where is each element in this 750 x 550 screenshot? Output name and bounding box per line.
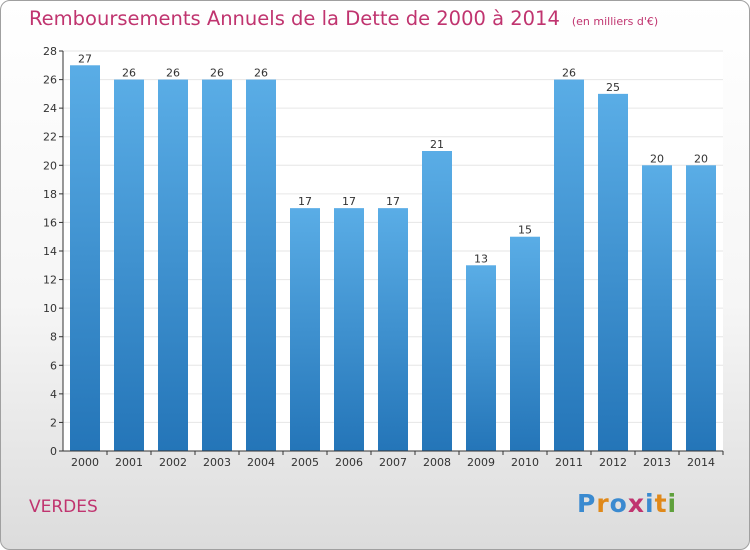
y-tick-label: 22 <box>43 131 57 144</box>
data-label: 27 <box>78 52 92 65</box>
data-label: 17 <box>386 195 400 208</box>
bar <box>642 165 672 452</box>
x-tick-label: 2003 <box>203 456 231 469</box>
y-tick-label: 26 <box>43 74 57 87</box>
data-label: 21 <box>430 138 444 151</box>
bar <box>158 79 188 452</box>
bar <box>378 208 408 451</box>
data-label: 26 <box>210 67 224 80</box>
data-label: 20 <box>694 152 708 165</box>
data-label: 20 <box>650 152 664 165</box>
bar <box>686 165 716 452</box>
x-tick-label: 2013 <box>643 456 671 469</box>
logo-letter: r <box>596 489 610 518</box>
chart-subtitle: (en milliers d'€) <box>571 15 659 28</box>
y-tick-label: 20 <box>43 159 57 172</box>
title-block: Remboursements Annuels de la Dette de 20… <box>29 7 658 30</box>
y-tick-label: 4 <box>50 388 57 401</box>
place-name: VERDES <box>29 497 98 517</box>
data-label: 25 <box>606 81 620 94</box>
bar <box>510 236 540 451</box>
y-tick-label: 6 <box>50 359 57 372</box>
logo-letter: o <box>609 489 628 518</box>
x-tick-label: 2006 <box>335 456 363 469</box>
data-label: 17 <box>342 195 356 208</box>
data-label: 26 <box>122 67 136 80</box>
x-tick-label: 2012 <box>599 456 627 469</box>
data-label: 26 <box>562 67 576 80</box>
data-label: 26 <box>166 67 180 80</box>
y-tick-label: 10 <box>43 302 57 315</box>
y-tick-label: 2 <box>50 416 57 429</box>
bar <box>422 151 452 451</box>
chart-title: Remboursements Annuels de la Dette de 20… <box>29 7 560 30</box>
x-tick-label: 2010 <box>511 456 539 469</box>
y-tick-label: 16 <box>43 216 57 229</box>
data-label: 26 <box>254 67 268 80</box>
bar <box>202 79 232 452</box>
logo-letter: t <box>654 489 668 518</box>
logo-letter: x <box>627 489 645 518</box>
y-tick-label: 14 <box>43 245 57 258</box>
y-tick-label: 12 <box>43 274 57 287</box>
bar <box>290 208 320 451</box>
x-tick-label: 2011 <box>555 456 583 469</box>
y-tick-label: 18 <box>43 188 57 201</box>
x-tick-label: 2001 <box>115 456 143 469</box>
y-tick-label: 0 <box>50 445 57 458</box>
data-label: 17 <box>298 195 312 208</box>
x-tick-label: 2014 <box>687 456 715 469</box>
x-tick-label: 2000 <box>71 456 99 469</box>
bar <box>466 265 496 451</box>
x-tick-label: 2004 <box>247 456 275 469</box>
proxiti-logo: Proxiti <box>577 489 677 518</box>
x-tick-label: 2005 <box>291 456 319 469</box>
data-label: 15 <box>518 224 532 237</box>
data-label: 13 <box>474 252 488 265</box>
bar <box>114 79 144 452</box>
x-tick-label: 2008 <box>423 456 451 469</box>
logo-letter: P <box>577 489 597 518</box>
bar <box>598 93 628 451</box>
y-tick-label: 24 <box>43 102 57 115</box>
bar <box>334 208 364 451</box>
y-tick-label: 28 <box>43 45 57 58</box>
logo-letter: i <box>667 489 678 518</box>
x-tick-label: 2009 <box>467 456 495 469</box>
x-tick-label: 2007 <box>379 456 407 469</box>
bar <box>70 65 100 452</box>
bar <box>554 79 584 452</box>
bar <box>246 79 276 452</box>
y-tick-label: 8 <box>50 331 57 344</box>
logo-letter: i <box>645 489 655 518</box>
x-tick-label: 2002 <box>159 456 187 469</box>
